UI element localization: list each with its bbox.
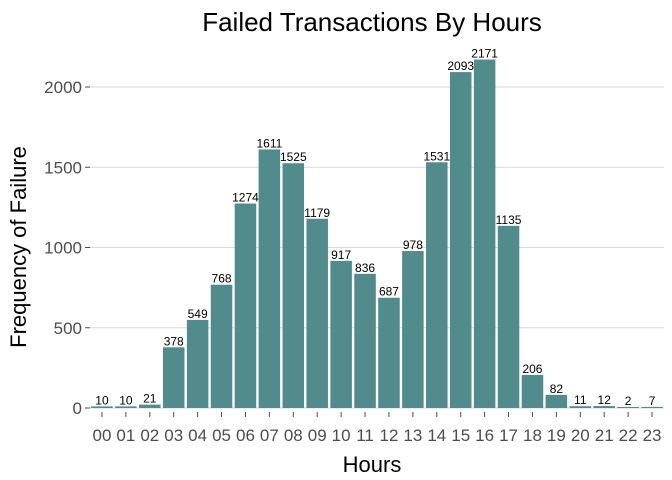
x-tick-label-14: 14 (427, 426, 446, 445)
bar-04 (186, 319, 209, 408)
data-label-22: 2 (625, 394, 632, 408)
x-tick-label-08: 08 (284, 426, 303, 445)
data-label-07: 1611 (256, 136, 282, 150)
x-tick-label-18: 18 (523, 426, 542, 445)
x-tick-label-23: 23 (643, 426, 662, 445)
data-label-11: 836 (355, 261, 375, 275)
x-tick-label-06: 06 (236, 426, 255, 445)
data-label-17: 1135 (496, 213, 522, 227)
data-label-18: 206 (522, 362, 542, 376)
y-tick-label: 1000 (44, 239, 82, 258)
y-tick-label: 500 (54, 319, 82, 338)
x-tick-label-13: 13 (403, 426, 422, 445)
bar-15 (449, 72, 472, 409)
bar-10 (330, 260, 352, 408)
bar-23 (641, 406, 663, 408)
bar-14 (426, 162, 448, 408)
data-label-23: 7 (649, 394, 656, 408)
x-tick-label-03: 03 (164, 426, 183, 445)
x-tick-label-12: 12 (379, 426, 398, 445)
x-tick-label-15: 15 (451, 426, 470, 445)
x-axis-title: Hours (343, 452, 402, 477)
x-axis-ticks: 00 01 02 03 04 05 06 07 08 09 10 11 12 13 14 15 16 17 18 19… (92, 412, 662, 445)
y-tick-label: 2000 (44, 78, 82, 97)
x-tick-label-16: 16 (475, 426, 494, 445)
data-label-08: 1525 (280, 150, 307, 164)
x-tick-label-05: 05 (212, 426, 231, 445)
bar-21 (593, 406, 615, 408)
x-tick-label-21: 21 (595, 426, 614, 445)
x-tick-label-07: 07 (260, 426, 279, 445)
bar-09 (306, 218, 328, 408)
x-tick-label-02: 02 (140, 426, 159, 445)
bar-05 (210, 284, 233, 408)
bar-06 (234, 203, 257, 408)
data-label-00: 10 (95, 393, 109, 407)
x-tick-label-00: 00 (92, 426, 111, 445)
y-tick-label: 1500 (44, 158, 82, 177)
data-label-10: 917 (331, 248, 351, 262)
bar-20 (569, 406, 592, 408)
bar-08 (282, 163, 305, 408)
data-label-05: 768 (212, 272, 232, 286)
data-label-04: 549 (188, 307, 208, 321)
data-label-21: 12 (598, 393, 612, 407)
y-axis-ticks: 0 500 1000 1500 2000 (44, 78, 90, 418)
bar-19 (545, 394, 568, 408)
bar-03 (162, 347, 185, 408)
bars (91, 59, 663, 409)
bar-11 (354, 273, 376, 408)
y-axis-title: Frequency of Failure (6, 146, 31, 348)
x-tick-label-17: 17 (499, 426, 518, 445)
x-tick-label-11: 11 (356, 426, 374, 445)
bar-16 (473, 59, 496, 408)
y-tick-label: 0 (73, 399, 82, 418)
data-label-09: 1179 (304, 206, 330, 220)
bar-00 (91, 406, 113, 408)
x-tick-label-09: 09 (308, 426, 327, 445)
bar-12 (378, 297, 400, 408)
bar-02 (139, 404, 161, 408)
gridlines (90, 86, 664, 409)
data-label-19: 82 (550, 382, 564, 396)
data-label-13: 978 (403, 238, 423, 252)
bar-13 (402, 251, 424, 408)
bar-07 (258, 149, 281, 408)
x-tick-label-10: 10 (332, 426, 351, 445)
bar-01 (115, 406, 137, 408)
data-label-03: 378 (164, 334, 184, 348)
data-label-01: 10 (119, 393, 133, 407)
bar-17 (497, 225, 520, 408)
data-label-06: 1274 (232, 191, 259, 205)
bar-22 (617, 407, 639, 408)
x-tick-label-19: 19 (547, 426, 566, 445)
chart-title: Failed Transactions By Hours (202, 7, 542, 37)
x-tick-label-04: 04 (188, 426, 207, 445)
data-label-20: 11 (574, 393, 587, 407)
x-tick-label-20: 20 (571, 426, 590, 445)
x-tick-label-22: 22 (619, 426, 638, 445)
data-label-16: 2171 (471, 47, 498, 61)
data-label-12: 687 (379, 285, 399, 299)
data-label-14: 1531 (423, 149, 450, 163)
data-label-02: 21 (143, 392, 157, 406)
x-tick-label-01: 01 (116, 426, 135, 445)
data-label-15: 2093 (447, 59, 474, 73)
bar-18 (521, 374, 544, 408)
